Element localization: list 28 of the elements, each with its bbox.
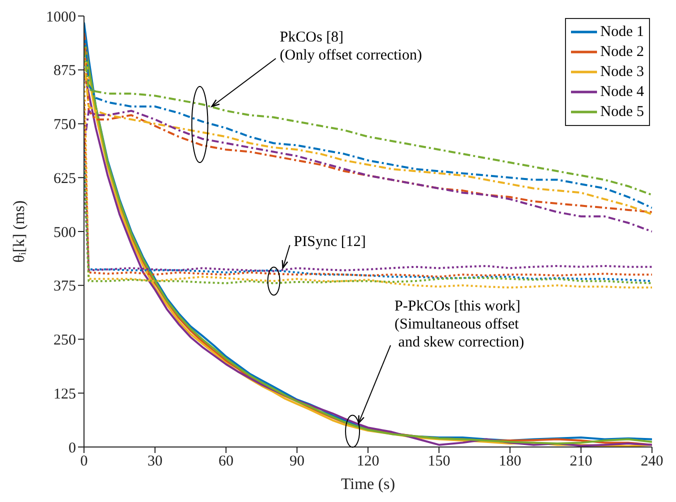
annotation: PISync [12] <box>294 234 366 250</box>
legend-label: Node 2 <box>600 44 644 60</box>
x-tick-label: 120 <box>356 454 380 470</box>
y-tick-label: 250 <box>54 332 76 349</box>
x-tick-label: 150 <box>428 454 450 470</box>
y-tick-label: 875 <box>54 63 76 80</box>
y-tick-label: 375 <box>54 278 76 295</box>
x-tick-label: 0 <box>80 454 88 470</box>
legend-label: Node 5 <box>600 104 644 120</box>
legend-label: Node 1 <box>600 24 644 40</box>
annotation: PkCOs [8] (Only offset correction) <box>280 30 422 64</box>
x-tick-label: 210 <box>570 454 592 470</box>
x-tick-label: 240 <box>640 454 664 470</box>
legend-label: Node 4 <box>600 84 644 100</box>
y-tick-label: 750 <box>54 117 76 134</box>
x-axis-title: Time (s) <box>340 476 396 493</box>
annotation: P-PkCOs [this work] (Simultaneous offset and skew correction) <box>394 298 524 350</box>
x-tick-label: 90 <box>290 454 304 470</box>
legend-label: Node 3 <box>600 64 644 80</box>
y-tick-label: 0 <box>68 440 76 456</box>
y-tick-label: 625 <box>54 170 76 187</box>
y-tick-label: 125 <box>54 386 76 402</box>
y-axis-title: θᵢ[k] (ms) <box>11 200 28 263</box>
y-tick-label: 500 <box>54 224 76 241</box>
x-tick-label: 180 <box>498 454 522 470</box>
x-tick-label: 60 <box>218 454 234 470</box>
y-tick-label: 1000 <box>46 9 76 26</box>
x-tick-label: 30 <box>148 454 162 470</box>
